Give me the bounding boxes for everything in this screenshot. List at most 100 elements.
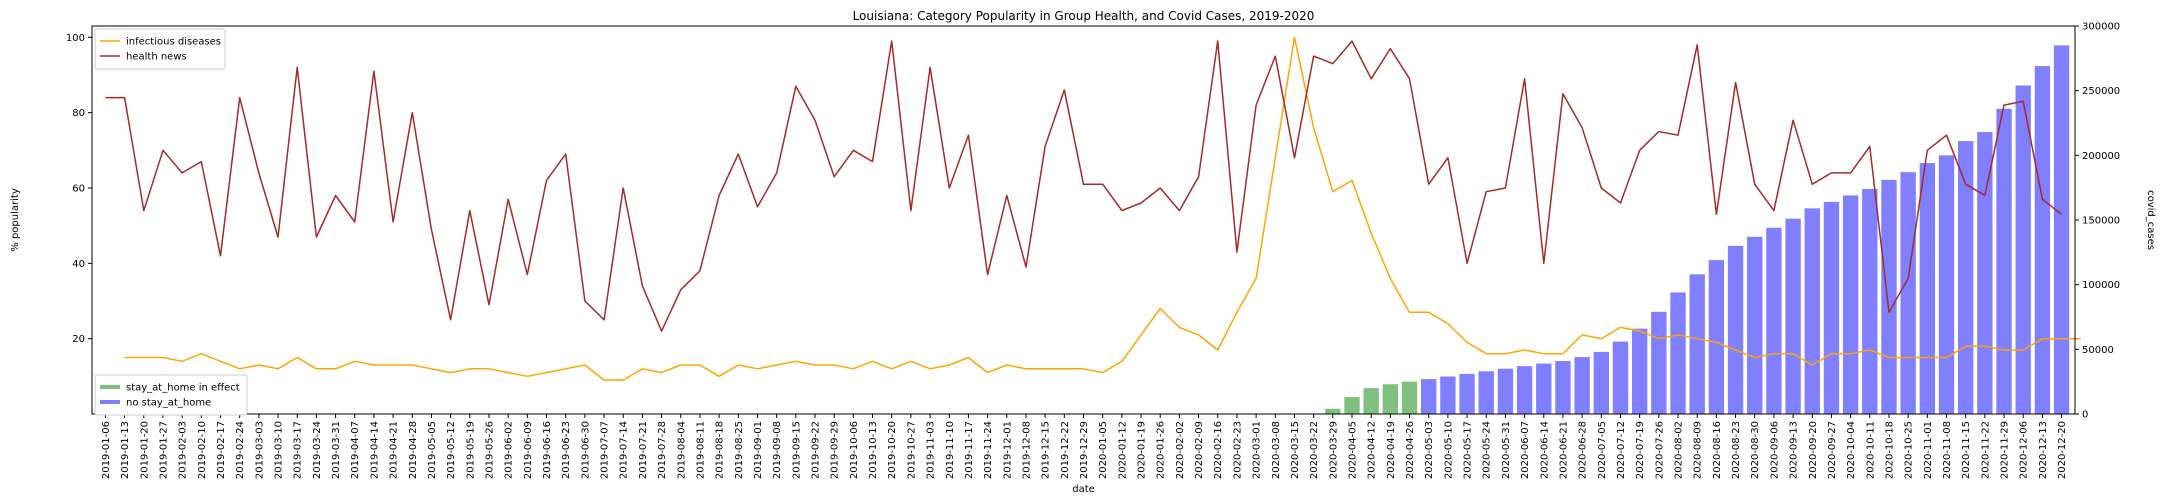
covid-bar bbox=[1497, 368, 1514, 414]
x-tick-label: 2020-01-12 bbox=[1117, 421, 1128, 479]
right-tick-label: 50000 bbox=[2082, 345, 2114, 356]
covid-bar bbox=[1996, 108, 2012, 415]
legend-label: stay_at_home in effect bbox=[126, 383, 240, 394]
x-tick-label: 2020-07-19 bbox=[1635, 421, 1646, 479]
x-axis: 2019-01-06 2019-01-13 2019-01-20 2019-01-27… bbox=[101, 414, 2068, 479]
right-tick-label: 300000 bbox=[2082, 22, 2120, 33]
x-tick-label: 2020-09-20 bbox=[1808, 421, 1819, 479]
x-tick-label: 2019-09-22 bbox=[811, 421, 822, 479]
x-tick-label: 2020-12-06 bbox=[2019, 421, 2030, 479]
x-tick-label: 2020-10-25 bbox=[1904, 421, 1915, 479]
x-tick-label: 2020-11-29 bbox=[2000, 421, 2011, 479]
covid-bar bbox=[1325, 408, 1341, 414]
left-tick-label: 20 bbox=[72, 334, 85, 345]
x-tick-label: 2020-08-30 bbox=[1750, 421, 1761, 479]
right-axis: 0 50000 100000 150000 200000 250000 300000 bbox=[2075, 22, 2120, 421]
legend-bottom: stay_at_home in effect no stay_at_home bbox=[94, 374, 248, 416]
x-tick-label: 2020-04-05 bbox=[1347, 421, 1358, 479]
x-tick-label: 2020-08-02 bbox=[1674, 421, 1685, 479]
covid-bar bbox=[1516, 366, 1533, 414]
x-tick-label: 2019-01-20 bbox=[139, 421, 150, 479]
x-tick-label: 2020-02-23 bbox=[1232, 421, 1243, 479]
x-tick-label: 2019-02-10 bbox=[197, 421, 208, 479]
covid-bar bbox=[2053, 45, 2070, 415]
series-line-health-news bbox=[105, 40, 2063, 332]
x-tick-label: 2020-02-16 bbox=[1213, 421, 1224, 479]
x-tick-label: 2020-09-27 bbox=[1827, 421, 1838, 479]
x-tick-label: 2020-09-06 bbox=[1769, 421, 1780, 479]
right-tick-label: 250000 bbox=[2082, 86, 2120, 97]
legend-top: infectious diseases health news bbox=[94, 28, 226, 70]
x-tick-label: 2019-09-29 bbox=[830, 421, 841, 479]
x-tick-label: 2019-07-28 bbox=[657, 421, 668, 479]
x-tick-label: 2020-09-13 bbox=[1789, 421, 1800, 479]
x-tick-label: 2019-02-24 bbox=[235, 421, 246, 479]
x-tick-label: 2020-05-24 bbox=[1482, 421, 1493, 479]
x-tick-label: 2020-06-28 bbox=[1578, 421, 1589, 479]
covid-bar bbox=[1727, 245, 1744, 414]
covid-bar bbox=[1478, 371, 1494, 414]
x-tick-label: 2019-02-17 bbox=[216, 421, 227, 479]
covid-bar bbox=[1785, 218, 1801, 414]
x-tick-label: 2019-12-22 bbox=[1060, 421, 1071, 479]
x-tick-label: 2020-10-04 bbox=[1846, 421, 1857, 479]
covid-bar bbox=[1344, 397, 1360, 414]
covid-bar bbox=[1900, 172, 1916, 414]
x-tick-label: 2020-05-10 bbox=[1443, 421, 1454, 479]
covid-bar bbox=[1631, 328, 1648, 414]
x-tick-label: 2019-04-14 bbox=[369, 421, 380, 479]
x-tick-label: 2019-07-07 bbox=[600, 421, 611, 479]
x-tick-label: 2019-10-06 bbox=[849, 421, 860, 479]
x-tick-label: 2019-05-19 bbox=[465, 421, 476, 479]
x-tick-label: 2020-03-22 bbox=[1309, 421, 1320, 479]
x-tick-label: 2019-06-23 bbox=[561, 421, 572, 479]
x-tick-label: 2020-03-08 bbox=[1271, 421, 1282, 479]
x-tick-label: 2019-12-08 bbox=[1021, 421, 1032, 479]
x-tick-label: 2019-04-28 bbox=[408, 421, 419, 479]
x-tick-label: 2019-12-01 bbox=[1002, 421, 1013, 479]
covid-bar bbox=[1593, 351, 1609, 414]
right-tick-label: 150000 bbox=[2082, 216, 2120, 227]
covid-bar bbox=[1363, 388, 1379, 414]
x-tick-label: 2019-01-13 bbox=[120, 421, 131, 479]
x-tick-label: 2020-04-26 bbox=[1405, 421, 1416, 479]
x-tick-label: 2019-04-07 bbox=[350, 421, 361, 479]
x-tick-label: 2020-10-11 bbox=[1865, 421, 1876, 479]
x-tick-label: 2020-12-13 bbox=[2038, 421, 2049, 479]
x-tick-label: 2020-11-01 bbox=[1923, 421, 1934, 479]
x-tick-label: 2020-08-09 bbox=[1693, 421, 1704, 479]
x-tick-label: 2020-06-21 bbox=[1558, 421, 1569, 479]
x-tick-label: 2019-10-20 bbox=[887, 421, 898, 479]
x-tick-label: 2020-03-01 bbox=[1252, 421, 1263, 479]
x-tick-label: 2020-07-12 bbox=[1616, 421, 1627, 479]
covid-bar bbox=[1823, 201, 1840, 414]
y-axis-label-left: % popularity bbox=[10, 188, 21, 252]
x-tick-label: 2019-06-09 bbox=[523, 421, 534, 479]
x-tick-label: 2020-05-31 bbox=[1501, 421, 1512, 479]
x-tick-label: 2020-03-29 bbox=[1328, 421, 1339, 479]
left-tick-label: 60 bbox=[72, 183, 85, 194]
x-tick-label: 2020-01-26 bbox=[1156, 421, 1167, 479]
x-tick-label: 2019-10-13 bbox=[868, 421, 879, 479]
x-tick-label: 2019-06-30 bbox=[580, 421, 591, 479]
x-tick-label: 2019-03-10 bbox=[274, 421, 285, 479]
legend-label: infectious diseases bbox=[126, 37, 221, 48]
covid-bar bbox=[1401, 381, 1418, 414]
right-tick-label: 100000 bbox=[2082, 280, 2120, 291]
x-tick-label: 2020-07-26 bbox=[1654, 421, 1665, 479]
covid-bar bbox=[1555, 360, 1571, 414]
x-tick-label: 2019-10-27 bbox=[906, 421, 917, 479]
x-tick-label: 2020-11-22 bbox=[1980, 421, 1991, 479]
x-tick-label: 2020-08-16 bbox=[1712, 421, 1723, 479]
x-tick-label: 2020-06-14 bbox=[1539, 421, 1550, 479]
covid-bar bbox=[1842, 195, 1859, 414]
x-tick-label: 2020-05-17 bbox=[1463, 421, 1474, 479]
right-tick-label: 200000 bbox=[2082, 151, 2120, 162]
covid-bar bbox=[1536, 363, 1552, 414]
covid-bar bbox=[1382, 384, 1399, 414]
x-tick-label: 2020-11-08 bbox=[1942, 421, 1953, 479]
x-axis-label: date bbox=[1072, 484, 1095, 495]
covid-bar bbox=[1440, 376, 1456, 414]
x-tick-label: 2020-12-20 bbox=[2057, 421, 2068, 479]
covid-bar bbox=[1459, 373, 1475, 414]
